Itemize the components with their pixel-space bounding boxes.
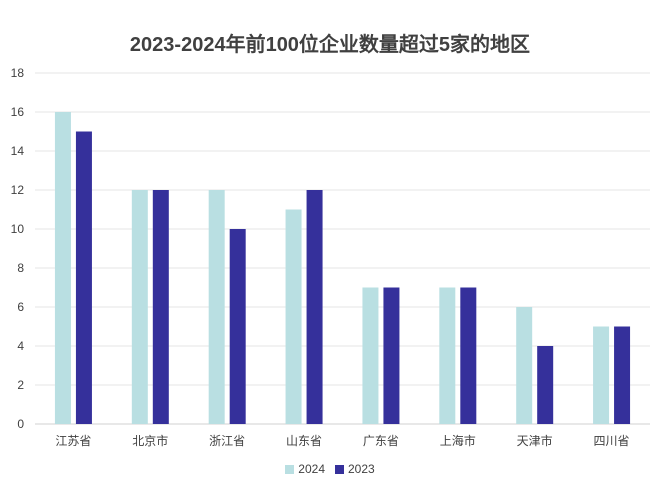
x-tick-label: 北京市 — [132, 433, 168, 448]
bar-2024 — [439, 287, 456, 424]
legend-item-2023: 2023 — [335, 462, 375, 476]
y-tick-label: 2 — [17, 378, 24, 392]
bar-2023 — [75, 131, 92, 424]
y-tick-label: 6 — [17, 300, 24, 314]
bar-2024 — [362, 287, 379, 424]
bar-2024 — [285, 209, 302, 424]
x-tick-label: 四川省 — [594, 434, 630, 448]
legend-item-2024: 2024 — [285, 462, 325, 476]
x-tick-label: 浙江省 — [209, 434, 245, 448]
x-tick-label: 江苏省 — [55, 434, 91, 448]
bar-2023 — [383, 287, 400, 424]
legend-swatch-2024 — [285, 464, 295, 474]
y-tick-label: 4 — [17, 339, 24, 353]
y-tick-label: 10 — [11, 222, 25, 236]
legend-label-2024: 2024 — [298, 462, 325, 476]
x-tick-label: 广东省 — [363, 434, 399, 448]
bar-2024 — [54, 112, 71, 424]
bar-2023 — [537, 346, 554, 424]
bar-2023 — [614, 326, 631, 424]
bar-2023 — [460, 287, 477, 424]
bar-2024 — [131, 190, 148, 424]
x-tick-label: 上海市 — [440, 433, 476, 448]
bar-2023 — [229, 229, 246, 424]
y-tick-label: 12 — [11, 183, 25, 197]
x-tick-label: 天津市 — [517, 433, 553, 448]
chart-title: 2023-2024年前100位企业数量超过5家的地区 — [129, 34, 531, 56]
bar-2023 — [306, 190, 323, 424]
bar-2023 — [152, 190, 169, 424]
legend-label-2023: 2023 — [348, 462, 375, 476]
y-tick-label: 8 — [17, 261, 24, 275]
x-tick-label: 山东省 — [286, 434, 322, 448]
y-tick-label: 16 — [11, 105, 25, 119]
bar-2024 — [593, 326, 610, 424]
legend-swatch-2023 — [335, 464, 344, 474]
y-tick-label: 18 — [11, 66, 25, 80]
y-tick-label: 14 — [11, 144, 25, 158]
legend: 2024 2023 — [0, 462, 660, 476]
bar-2024 — [516, 307, 533, 424]
bar-2024 — [208, 190, 225, 424]
y-tick-label: 0 — [17, 417, 24, 431]
